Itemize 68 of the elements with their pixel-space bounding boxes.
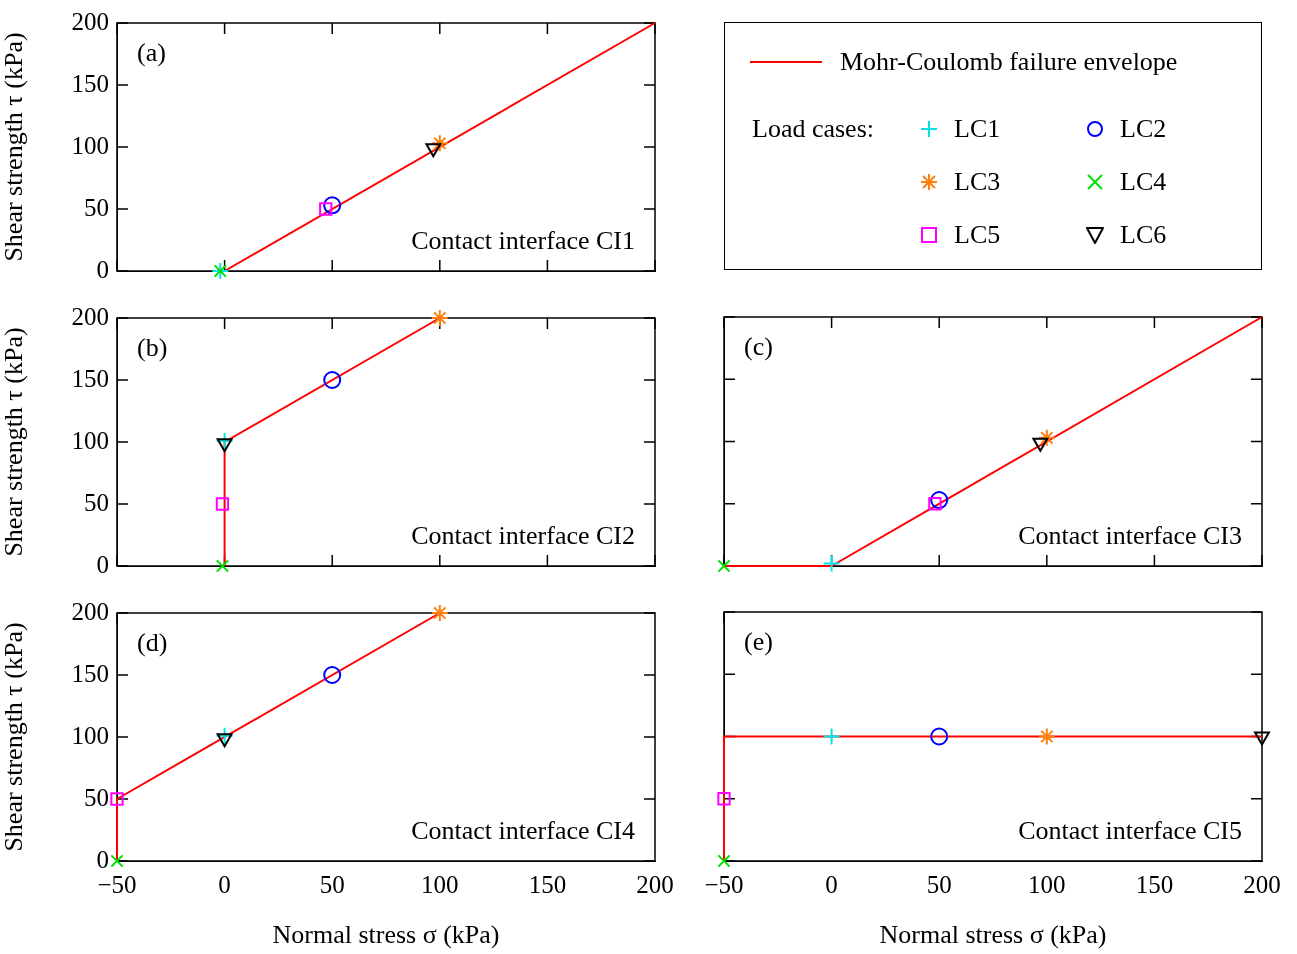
annotation: (b) [137,332,168,362]
legend-label: LC1 [954,114,1001,144]
x-tick-label: 0 [825,870,838,898]
legend-label: LC2 [1120,114,1167,144]
annotation: Contact interface CI2 [411,520,635,550]
x-tick-label: −50 [97,870,137,898]
x-axis-title: Normal stress σ (kPa) [272,920,500,950]
x-axis-title: Normal stress σ (kPa) [879,920,1107,950]
point [425,143,442,158]
y-tick-label: 100 [71,721,109,749]
legend-label: LC5 [954,220,1001,250]
x-tick-label: 100 [421,870,459,898]
y-tick-label: 0 [96,255,109,283]
y-tick-label: 0 [96,845,109,873]
x-tick-label: 150 [1135,870,1174,898]
point [430,134,449,153]
y-tick-label: 150 [71,69,109,97]
y-tick-label: 200 [71,7,109,35]
annotation: Contact interface CI1 [411,225,635,255]
point [1037,428,1056,447]
y-tick-label: 50 [84,488,109,516]
x-tick-label: 100 [1028,870,1066,898]
point [930,491,949,510]
annotation: Contact interface CI4 [411,815,635,845]
annotation: (d) [137,627,168,657]
point [717,559,731,573]
point [215,431,234,450]
annotation: (e) [744,626,773,656]
y-axis-title: Shear strength τ (kPa) [0,327,29,557]
legend-label: LC3 [954,167,1001,197]
y-tick-label: 150 [71,364,109,392]
legend-label: LC4 [1120,167,1167,197]
point [323,371,342,389]
y-tick-label: 200 [71,302,109,330]
point [215,559,230,573]
point [822,554,841,573]
legend-label: Mohr-Coulomb failure envelope [840,47,1178,77]
y-tick-label: 0 [96,550,109,578]
y-axis-title: Shear strength τ (kPa) [0,622,29,852]
annotation: Contact interface CI3 [1018,520,1242,550]
x-tick-label: 150 [528,870,567,898]
y-tick-label: 50 [84,783,109,811]
annotation: Contact interface CI5 [1018,815,1242,845]
point [1032,437,1049,452]
x-tick-label: −50 [704,870,744,898]
point [430,604,449,622]
x-tick-label: 0 [218,870,231,898]
annotation: (a) [137,37,166,67]
annotation: (c) [744,331,773,361]
y-tick-label: 200 [71,597,109,625]
y-tick-label: 150 [71,659,109,687]
legend-label: LC6 [1120,220,1167,250]
y-tick-label: 100 [71,426,109,454]
legend-title: Load cases: [752,114,875,144]
point [110,854,124,868]
point [323,196,342,215]
x-tick-label: 200 [636,870,674,898]
y-tick-label: 50 [84,193,109,221]
y-tick-label: 100 [71,131,109,159]
x-tick-label: 50 [319,870,345,898]
y-axis-title: Shear strength τ (kPa) [0,32,29,262]
point [215,726,234,745]
x-tick-label: 200 [1243,870,1281,898]
x-tick-label: 50 [926,870,952,898]
point [215,497,230,511]
point [323,666,342,684]
point [110,792,124,806]
point [430,309,449,327]
